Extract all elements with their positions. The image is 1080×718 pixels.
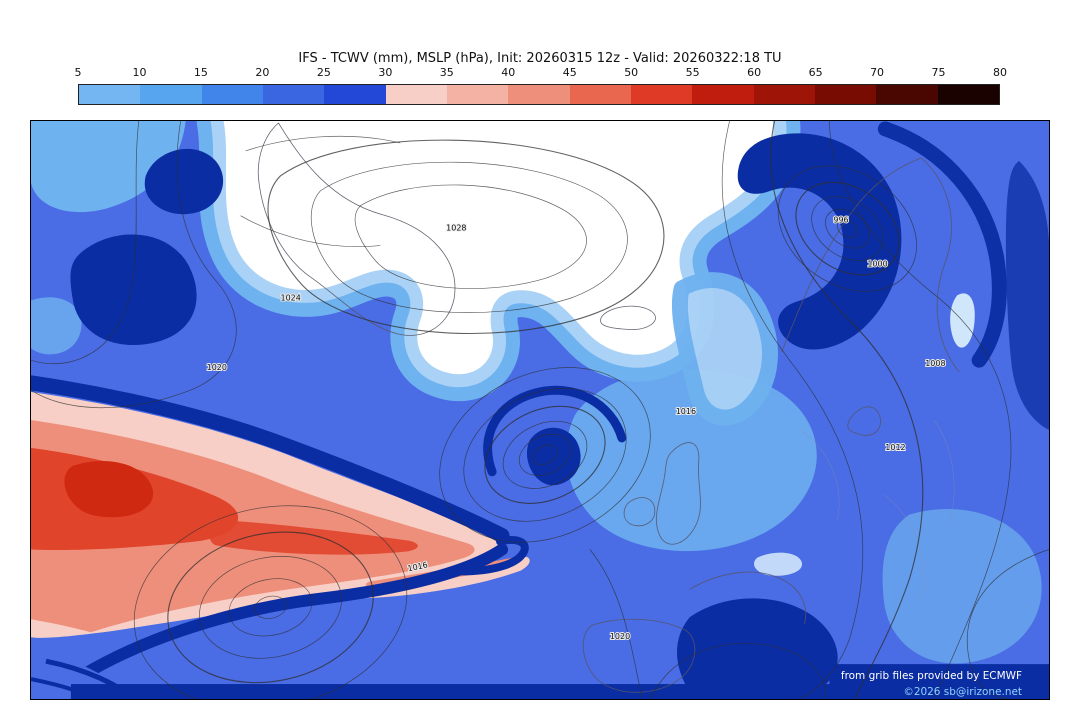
map-attribution: from grib files provided by ECMWF ©2026 … [841, 670, 1022, 698]
isobar-label: 1016 [676, 407, 696, 416]
coastlines [257, 122, 960, 693]
colorbar-segment [324, 85, 386, 104]
isobar-label: 1028 [446, 224, 466, 233]
colorbar-tick-label: 25 [316, 66, 331, 79]
colorbar-segment [692, 85, 754, 104]
colorbar-tick-label: 70 [870, 66, 885, 79]
isobar-label: 1000 [867, 260, 887, 269]
colorbar-tick-label: 75 [931, 66, 946, 79]
colorbar-tick-label: 15 [193, 66, 208, 79]
isobar-label: 1020 [610, 632, 630, 641]
map-frame: 1016 1020 1024 1028 1012 1008 1000 996 1… [30, 120, 1050, 700]
colorbar-segment [569, 85, 631, 104]
colorbar-ticks: 5 10 15 20 25 30 35 40 45 50 55 60 65 70 75 80 [74, 66, 1008, 80]
colorbar-tick-label: 40 [501, 66, 516, 79]
iceland-coast [600, 305, 656, 330]
colorbar-tick-label: 35 [439, 66, 454, 79]
cyclone-moist-core [526, 427, 581, 486]
colorbar-tick-label: 55 [685, 66, 700, 79]
colorbar-tick-label: 20 [255, 66, 270, 79]
isobar-labels: 1016 1020 1024 1028 1012 1008 1000 996 1… [206, 215, 947, 643]
norway-moist-swirl [737, 133, 902, 350]
colorbar [78, 84, 1000, 105]
chart-title: IFS - TCWV (mm), MSLP (hPa), Init: 20260… [298, 51, 782, 66]
attribution-line2: ©2026 sb@irizone.net [903, 686, 1022, 698]
attribution-line1: from grib files provided by ECMWF [841, 670, 1022, 682]
colorbar-tick-label: 60 [747, 66, 762, 79]
high-tcwv-navy-regions [31, 121, 1049, 699]
colorbar-segment [262, 85, 325, 104]
colorbar-segment [385, 85, 447, 104]
tcwv-field [31, 121, 1049, 699]
isobar-contours [31, 121, 1049, 699]
uk-coast [656, 442, 701, 545]
colorbar-segment [140, 85, 202, 104]
colorbar-tick-label: 5 [74, 66, 82, 79]
colorbar-segment [201, 85, 263, 104]
iberia-coast [582, 618, 696, 693]
colorbar-tick-label: 45 [562, 66, 577, 79]
colorbar-tick-label: 50 [624, 66, 639, 79]
moisture-plume-core [64, 460, 154, 518]
isobar-label: 1024 [281, 293, 301, 302]
colorbar-segment [630, 85, 693, 104]
isobar-label: 1008 [925, 359, 945, 368]
attribution-background [829, 664, 1049, 699]
colorbar-segment [753, 85, 815, 104]
colorbar-segment [937, 85, 999, 104]
colorbar-tick-label: 10 [132, 66, 147, 79]
colorbar-tick-label: 30 [378, 66, 393, 79]
colorbar-segment [876, 85, 938, 104]
colorbar-segment [814, 85, 877, 104]
colorbar-tick-label: 65 [808, 66, 823, 79]
isobar-label: 1012 [885, 443, 905, 452]
colorbar-segment [79, 85, 141, 104]
greenland-coast [257, 122, 456, 336]
colorbar-segment [446, 85, 509, 104]
isobar-label: 996 [833, 216, 848, 225]
weather-map: 1016 1020 1024 1028 1012 1008 1000 996 1… [31, 121, 1049, 699]
isobar-label: 1020 [207, 363, 227, 372]
colorbar-tick-label: 80 [993, 66, 1007, 79]
colorbar-segment [508, 85, 570, 104]
dry-white-region [196, 121, 975, 576]
